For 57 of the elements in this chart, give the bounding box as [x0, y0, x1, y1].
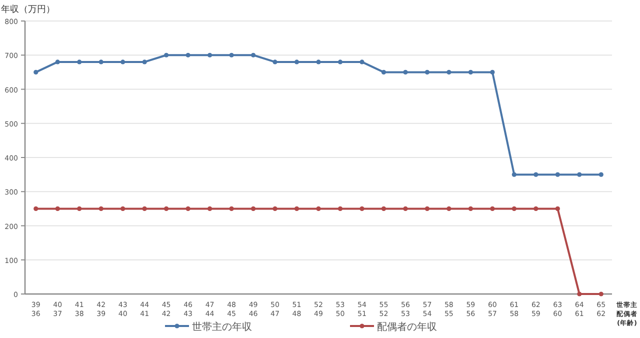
point: [250, 206, 256, 211]
point: [120, 60, 126, 64]
point: [555, 172, 560, 177]
point: [77, 206, 82, 211]
point: [468, 206, 473, 211]
point: [272, 60, 278, 64]
legend-label: 世帯主の年収: [192, 321, 252, 333]
legend-label: 配偶者の年収: [377, 321, 437, 333]
point: [490, 70, 495, 74]
point: [164, 52, 169, 58]
point: [207, 206, 212, 211]
point: [77, 60, 82, 64]
point: [294, 60, 300, 64]
point: [98, 206, 104, 211]
point: [360, 60, 364, 64]
point: [34, 206, 38, 211]
point: [424, 206, 430, 211]
point: [446, 70, 452, 74]
point: [403, 206, 408, 211]
point: [142, 60, 147, 64]
point: [534, 172, 538, 177]
point: [577, 292, 582, 296]
point: [250, 52, 256, 58]
point: [316, 60, 321, 64]
point: [446, 206, 452, 211]
point: [512, 172, 516, 177]
point: [34, 70, 38, 74]
point: [555, 206, 560, 211]
point: [186, 52, 190, 58]
point: [490, 206, 495, 211]
point: [207, 52, 212, 58]
point: [577, 172, 582, 177]
point: [598, 292, 604, 296]
point: [598, 172, 604, 177]
point: [98, 60, 104, 64]
point: [424, 70, 430, 74]
point: [55, 60, 60, 64]
point: [360, 206, 364, 211]
point: [403, 70, 408, 74]
point: [316, 206, 321, 211]
y-axis-title: 年収（万円）: [1, 4, 55, 15]
point: [229, 206, 234, 211]
point: [142, 206, 147, 211]
point: [338, 60, 343, 64]
point: [468, 70, 473, 74]
point: [272, 206, 278, 211]
point: [381, 70, 386, 74]
point: [512, 206, 516, 211]
point: [338, 206, 343, 211]
point: [229, 52, 234, 58]
point: [534, 206, 538, 211]
point: [55, 206, 60, 211]
point: [186, 206, 190, 211]
point: [294, 206, 300, 211]
point: [164, 206, 169, 211]
point: [120, 206, 126, 211]
point: [381, 206, 386, 211]
